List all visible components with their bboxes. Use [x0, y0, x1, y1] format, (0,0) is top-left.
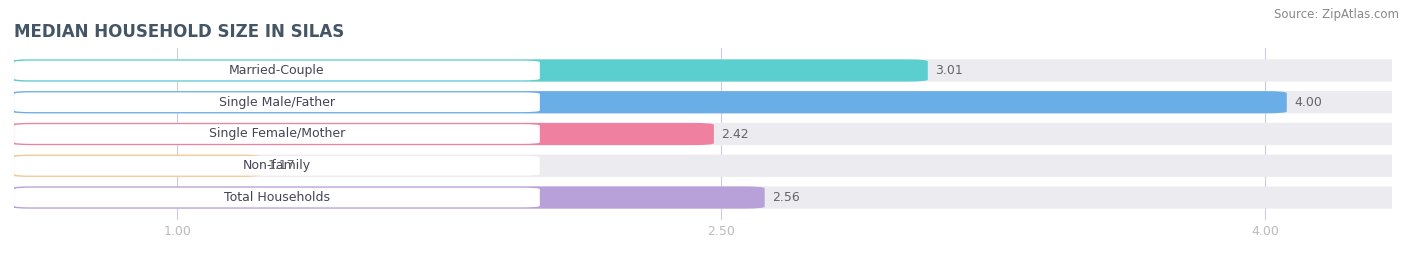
FancyBboxPatch shape	[14, 156, 540, 176]
FancyBboxPatch shape	[10, 155, 260, 177]
Text: 2.56: 2.56	[772, 191, 800, 204]
Text: Single Female/Mother: Single Female/Mother	[209, 128, 344, 140]
Text: 1.17: 1.17	[269, 159, 295, 172]
Text: 2.42: 2.42	[721, 128, 749, 140]
FancyBboxPatch shape	[10, 123, 1406, 145]
Text: Non-family: Non-family	[243, 159, 311, 172]
FancyBboxPatch shape	[10, 59, 1406, 81]
FancyBboxPatch shape	[14, 188, 540, 207]
FancyBboxPatch shape	[10, 59, 928, 81]
FancyBboxPatch shape	[10, 187, 1406, 209]
Text: 4.00: 4.00	[1294, 96, 1322, 109]
Text: Single Male/Father: Single Male/Father	[219, 96, 335, 109]
FancyBboxPatch shape	[14, 124, 540, 144]
Text: MEDIAN HOUSEHOLD SIZE IN SILAS: MEDIAN HOUSEHOLD SIZE IN SILAS	[14, 23, 344, 41]
Text: Source: ZipAtlas.com: Source: ZipAtlas.com	[1274, 8, 1399, 21]
FancyBboxPatch shape	[10, 187, 765, 209]
FancyBboxPatch shape	[10, 123, 714, 145]
FancyBboxPatch shape	[10, 155, 1406, 177]
FancyBboxPatch shape	[10, 91, 1286, 113]
Text: Total Households: Total Households	[224, 191, 330, 204]
FancyBboxPatch shape	[10, 91, 1406, 113]
Text: 3.01: 3.01	[935, 64, 963, 77]
FancyBboxPatch shape	[14, 92, 540, 112]
Text: Married-Couple: Married-Couple	[229, 64, 325, 77]
FancyBboxPatch shape	[14, 61, 540, 80]
